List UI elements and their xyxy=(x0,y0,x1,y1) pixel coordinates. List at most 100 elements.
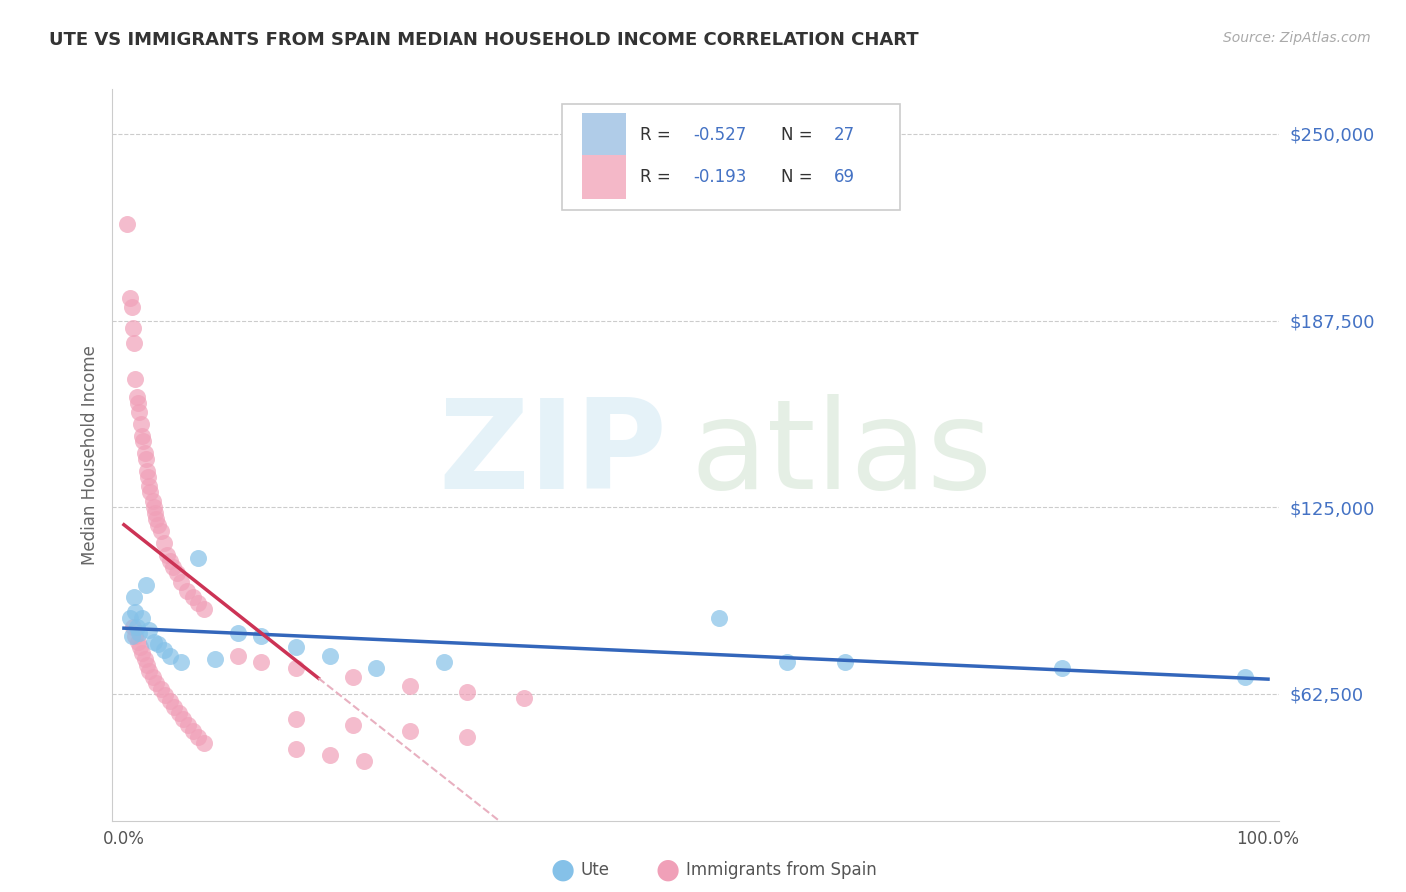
Point xyxy=(128,625,150,640)
Point xyxy=(135,658,157,673)
Point xyxy=(1050,661,1073,675)
Point xyxy=(134,446,156,460)
Point xyxy=(399,724,422,739)
FancyBboxPatch shape xyxy=(582,113,626,157)
Point xyxy=(129,640,152,655)
Point xyxy=(136,470,159,484)
Point xyxy=(353,754,375,768)
Point xyxy=(172,712,194,726)
Point xyxy=(456,685,478,699)
Text: N =: N = xyxy=(782,168,813,186)
Point xyxy=(124,628,146,642)
Point xyxy=(128,404,150,418)
Point xyxy=(125,390,148,404)
Text: Immigrants from Spain: Immigrants from Spain xyxy=(686,861,877,879)
Point xyxy=(364,661,387,675)
Point xyxy=(167,706,190,721)
Point xyxy=(138,479,160,493)
Point xyxy=(153,536,176,550)
Point xyxy=(131,610,153,624)
Point xyxy=(170,656,193,670)
Point xyxy=(707,610,730,624)
Text: R =: R = xyxy=(640,168,671,186)
Point xyxy=(135,464,157,478)
Point xyxy=(148,638,170,652)
Point xyxy=(156,548,179,562)
Point xyxy=(118,291,141,305)
Point xyxy=(176,583,198,598)
Point xyxy=(228,649,250,664)
Point xyxy=(284,712,307,726)
FancyBboxPatch shape xyxy=(582,155,626,199)
FancyBboxPatch shape xyxy=(562,103,900,210)
Point xyxy=(159,649,181,664)
Text: Ute: Ute xyxy=(581,861,610,879)
Point xyxy=(181,724,204,739)
Point xyxy=(141,670,163,684)
Point xyxy=(145,512,167,526)
Point xyxy=(131,428,153,442)
Point xyxy=(204,652,226,666)
Point xyxy=(131,647,153,661)
Point xyxy=(122,335,145,350)
Text: ZIP: ZIP xyxy=(439,394,666,516)
Point xyxy=(122,590,145,604)
Point xyxy=(135,578,157,592)
Point xyxy=(228,625,250,640)
Point xyxy=(132,434,155,449)
Point xyxy=(284,640,307,655)
Point xyxy=(139,485,162,500)
Point xyxy=(250,656,273,670)
Text: -0.527: -0.527 xyxy=(693,127,747,145)
Point xyxy=(342,718,364,732)
Text: 69: 69 xyxy=(834,168,855,186)
Point xyxy=(121,300,143,314)
Point xyxy=(284,742,307,756)
Point xyxy=(138,623,160,637)
Point xyxy=(187,550,209,565)
Point xyxy=(143,506,166,520)
Point xyxy=(319,747,342,762)
Point xyxy=(121,628,143,642)
Point xyxy=(319,649,342,664)
Point xyxy=(149,682,172,697)
Point xyxy=(118,610,141,624)
Point xyxy=(141,494,163,508)
Point xyxy=(148,518,170,533)
Point xyxy=(187,730,209,744)
Point xyxy=(149,524,172,538)
Point xyxy=(127,634,149,648)
Text: Source: ZipAtlas.com: Source: ZipAtlas.com xyxy=(1223,31,1371,45)
Point xyxy=(159,694,181,708)
Point xyxy=(159,554,181,568)
Point xyxy=(166,566,188,580)
Point xyxy=(834,656,856,670)
Point xyxy=(125,619,148,633)
Point xyxy=(117,217,139,231)
Point xyxy=(135,452,157,467)
Point xyxy=(513,691,536,706)
Point xyxy=(433,656,456,670)
Point xyxy=(124,372,146,386)
Point xyxy=(142,500,165,515)
Point xyxy=(162,560,184,574)
Point xyxy=(177,718,200,732)
Point xyxy=(153,643,176,657)
Text: ●: ● xyxy=(655,855,681,884)
Point xyxy=(1234,670,1257,684)
Point xyxy=(145,676,167,690)
Text: -0.193: -0.193 xyxy=(693,168,747,186)
Text: N =: N = xyxy=(782,127,813,145)
Text: 27: 27 xyxy=(834,127,855,145)
Point xyxy=(456,730,478,744)
Text: UTE VS IMMIGRANTS FROM SPAIN MEDIAN HOUSEHOLD INCOME CORRELATION CHART: UTE VS IMMIGRANTS FROM SPAIN MEDIAN HOUS… xyxy=(49,31,920,49)
Point xyxy=(142,634,165,648)
Point xyxy=(399,679,422,693)
Text: R =: R = xyxy=(640,127,671,145)
Point xyxy=(250,628,273,642)
Point xyxy=(284,661,307,675)
Point xyxy=(138,665,160,679)
Text: ●: ● xyxy=(550,855,575,884)
Point xyxy=(122,321,145,335)
Point xyxy=(122,619,145,633)
